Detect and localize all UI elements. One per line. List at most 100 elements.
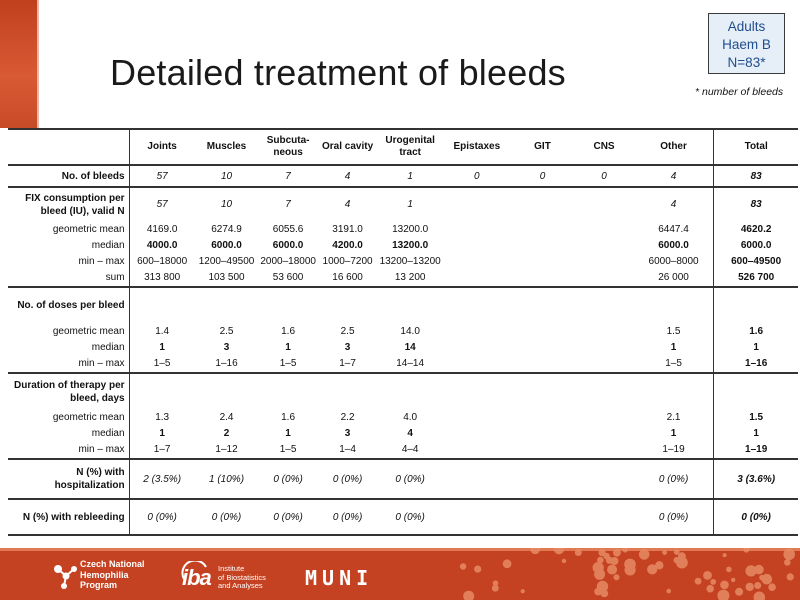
header-blank [8, 128, 130, 166]
table-cell: 2 [223, 427, 230, 439]
row-label: N (%) with hospitalization [8, 458, 130, 499]
table-cell: 16 600 [332, 272, 363, 283]
table-cell [442, 372, 511, 409]
footer-dot [786, 573, 794, 581]
footer-dot [655, 561, 664, 570]
table-cell: 7 [285, 170, 291, 182]
row-label: geometric mean [8, 409, 130, 425]
row-label: geometric mean [8, 221, 130, 237]
table-cell [443, 269, 511, 287]
table-cell: 6000–8000 [648, 255, 699, 267]
table-cell: 10 [194, 186, 259, 221]
footer-dot [673, 549, 680, 555]
footer-dot [673, 556, 680, 564]
footer-dot [703, 571, 712, 580]
footer-dot [554, 548, 564, 555]
table-cell [129, 372, 195, 409]
table-cell [713, 286, 798, 323]
table-cell [443, 339, 511, 355]
table-cell [713, 372, 798, 409]
table-cell: 0 (0%) [317, 458, 378, 499]
table-cell: 1–5 [665, 358, 682, 369]
table-cell [511, 221, 575, 237]
footer-dot [722, 553, 727, 558]
table-cell: 600–18000 [137, 255, 188, 267]
cohort-line-3: N=83* [727, 55, 766, 70]
table-row: geometric mean 1.3 2.4 1.6 2.2 4.0 2.1 1.5 [8, 409, 798, 425]
iba-swoosh-icon [181, 561, 207, 580]
table-cell: 1 [713, 425, 798, 441]
table-cell [511, 339, 575, 355]
row-label: sum [8, 269, 130, 287]
table-cell: 6447.4 [658, 223, 689, 235]
table-cell [129, 286, 195, 323]
table-cell: 13 200 [394, 272, 426, 283]
table-cell [511, 355, 575, 373]
table-cell [511, 269, 575, 287]
table-cell [443, 323, 511, 339]
table-cell [574, 323, 634, 339]
table-cell: 0 [474, 170, 480, 182]
row-label: No. of doses per bleed [8, 286, 130, 323]
table-cell: 1.5 [713, 409, 798, 425]
col-header-subcutaneous: Subcuta-neous [258, 128, 318, 166]
row-label: N (%) with rebleeding [8, 498, 130, 536]
footer-dot [465, 591, 471, 597]
table-cell: 1–16 [215, 358, 238, 369]
footer-dot [530, 548, 540, 555]
table-row: median 1 3 1 3 14 1 1 [8, 339, 798, 355]
col-header-cns: CNS [574, 128, 634, 166]
footer-dot [603, 552, 610, 560]
table-cell: 3 [344, 427, 351, 439]
table-cell [511, 253, 575, 269]
table-cell [510, 286, 575, 323]
table-cell: 1–7 [153, 444, 171, 455]
table-cell [511, 441, 575, 459]
table-cell [511, 323, 575, 339]
cohort-line-2: Haem B [722, 37, 771, 52]
footer-dot [613, 548, 621, 557]
table-cell [510, 186, 575, 221]
table-cell: 1.3 [155, 411, 170, 423]
footer-stripe [0, 548, 800, 551]
table-cell [443, 253, 511, 269]
table-cell [194, 286, 259, 323]
cohort-line-1: Adults [727, 19, 766, 34]
table-cell: 1–19 [713, 441, 798, 459]
table-cell [574, 409, 634, 425]
footer-dot [754, 564, 764, 575]
table-cell [442, 498, 511, 536]
footer-dot [592, 562, 604, 574]
footer-dot [710, 579, 717, 585]
table-cell: 1–4 [339, 444, 356, 455]
table-cell [317, 286, 378, 323]
row-label: min – max [8, 355, 130, 373]
table-cell: 0 (0%) [317, 498, 378, 536]
row-label: Duration of therapy per bleed, days [8, 372, 130, 409]
table-cell: 4200.0 [332, 239, 363, 251]
footer-dot [597, 556, 604, 564]
table-cell [443, 355, 511, 373]
cohort-box: Adults Haem B N=83* [708, 13, 785, 74]
table-cell [574, 253, 634, 269]
iba-line-1: Institute [218, 564, 245, 573]
footer-dot [735, 587, 744, 596]
footer-dot [706, 584, 714, 593]
footer-dot [647, 564, 658, 575]
table-cell [574, 339, 634, 355]
table-cell: 0 (0%) [258, 458, 318, 499]
table-cell: 4169.0 [146, 223, 178, 235]
table-cell: 1000–7200 [322, 255, 373, 267]
col-header-oral-cavity: Oral cavity [317, 128, 378, 166]
table-cell: 6000.0 [272, 239, 304, 251]
footer-dot [694, 577, 702, 585]
table-cell [442, 286, 511, 323]
footer-dot [666, 588, 671, 594]
footer-dot [784, 559, 791, 566]
row-label: median [8, 237, 130, 253]
col-header-git: GIT [510, 128, 575, 166]
table-cell: 1–5 [279, 358, 297, 369]
table-cell: 2.5 [340, 325, 355, 337]
table-cell: 103 500 [208, 272, 245, 283]
table-cell: 3 (3.6%) [713, 458, 798, 499]
